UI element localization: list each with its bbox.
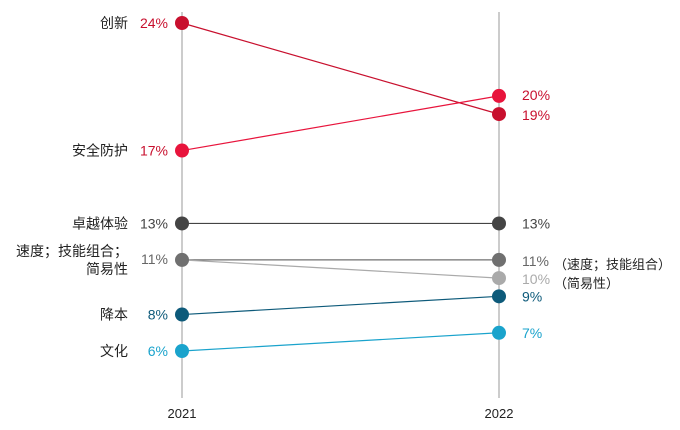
right-note-1: （速度；技能组合） (554, 257, 671, 273)
series-3-category-label: 速度；技能组合； (16, 243, 128, 260)
dots-layer (175, 16, 506, 358)
series-2-category-label: 卓越体验 (72, 215, 128, 231)
series-6-category-label: 文化 (100, 343, 128, 359)
series-4-line (181, 259, 500, 279)
series-6-value-2022: 7% (522, 325, 542, 341)
series-1-line (181, 95, 500, 152)
series-4-value-2022: 10% (522, 271, 550, 287)
lines-layer (181, 22, 500, 352)
x-tick-2021: 2021 (168, 406, 197, 421)
series-0-point-2022 (492, 107, 506, 122)
x-tick-2022: 2022 (485, 406, 514, 421)
series-5-value-2021: 8% (148, 307, 168, 323)
series-2-point-2021 (175, 216, 189, 231)
series-3-point-2022 (492, 252, 506, 267)
right-note-2: （简易性） (554, 276, 619, 291)
series-6-line (181, 332, 500, 352)
series-1-value-2022: 20% (522, 87, 550, 103)
series-6-point-2021 (175, 344, 189, 358)
series-5-point-2022 (492, 289, 506, 304)
series-3-value-2021: 11% (141, 251, 168, 267)
labels-layer: 24% 19% 创新 17% 20% 安全防护 13% 13% 卓越体验 11% 11% 速度；技能组… (16, 15, 550, 359)
series-5-category-label: 降本 (100, 307, 128, 323)
series-0-point-2021 (175, 16, 189, 30)
series-3-category-label: 简易性 (86, 261, 128, 277)
series-5-line (181, 295, 500, 316)
series-0-category-label: 创新 (100, 15, 128, 31)
series-1-point-2022 (492, 88, 506, 103)
series-6-point-2022 (492, 325, 506, 340)
series-0-value-2021: 24% (140, 15, 168, 31)
series-1-point-2021 (175, 143, 189, 158)
series-2-value-2022: 13% (522, 215, 550, 231)
series-3-point-2021 (175, 252, 189, 267)
series-5-point-2021 (175, 307, 189, 322)
series-4-point-2022 (492, 271, 506, 286)
series-3-value-2022: 11% (522, 253, 549, 269)
series-1-category-label: 安全防护 (72, 143, 128, 159)
series-1-value-2021: 17% (140, 143, 168, 159)
series-5-value-2022: 9% (522, 288, 542, 304)
series-0-value-2022: 19% (522, 107, 550, 123)
series-2-point-2022 (492, 216, 506, 231)
series-2-value-2021: 13% (140, 215, 168, 231)
series-0-line (181, 22, 500, 115)
series-6-value-2021: 6% (148, 343, 168, 359)
